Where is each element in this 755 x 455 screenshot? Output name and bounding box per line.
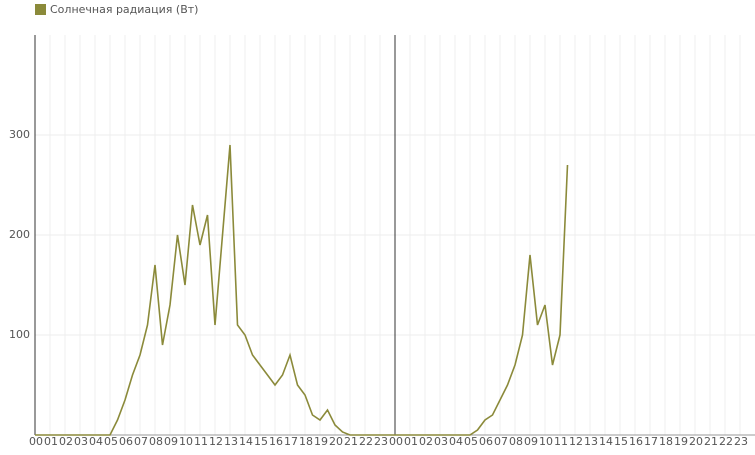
- x-tick-label: 01: [44, 435, 58, 448]
- x-tick-label: 17: [644, 435, 658, 448]
- x-tick-label: 11: [554, 435, 568, 448]
- x-tick-label: 18: [659, 435, 673, 448]
- x-tick-label: 11: [194, 435, 208, 448]
- x-tick-label: 22: [719, 435, 733, 448]
- x-tick-label: 20: [329, 435, 343, 448]
- x-tick-label: 04: [449, 435, 463, 448]
- legend-swatch: [35, 4, 46, 15]
- x-tick-label: 02: [59, 435, 73, 448]
- x-tick-label: 19: [674, 435, 688, 448]
- x-tick-label: 23: [374, 435, 388, 448]
- x-tick-label: 00: [389, 435, 403, 448]
- x-tick-label: 00: [29, 435, 43, 448]
- x-tick-label: 16: [629, 435, 643, 448]
- x-tick-label: 13: [584, 435, 598, 448]
- series-line: [35, 144, 569, 436]
- x-tick-label: 13: [224, 435, 238, 448]
- x-tick-label: 16: [269, 435, 283, 448]
- x-tick-label: 04: [89, 435, 103, 448]
- legend-label: Солнечная радиация (Вт): [50, 3, 198, 16]
- x-tick-label: 17: [284, 435, 298, 448]
- y-tick-label: 300: [9, 128, 30, 141]
- x-tick-label: 21: [344, 435, 358, 448]
- x-tick-label: 02: [419, 435, 433, 448]
- x-tick-label: 03: [74, 435, 88, 448]
- x-tick-label: 15: [254, 435, 268, 448]
- x-tick-label: 07: [494, 435, 508, 448]
- x-tick-label: 23: [734, 435, 748, 448]
- x-tick-label: 07: [134, 435, 148, 448]
- y-tick-label: 200: [9, 228, 30, 241]
- x-tick-label: 10: [179, 435, 193, 448]
- x-tick-label: 05: [464, 435, 478, 448]
- x-tick-label: 05: [104, 435, 118, 448]
- x-tick-label: 19: [314, 435, 328, 448]
- x-tick-label: 15: [614, 435, 628, 448]
- x-tick-label: 20: [689, 435, 703, 448]
- x-tick-label: 09: [524, 435, 538, 448]
- x-tick-label: 09: [164, 435, 178, 448]
- x-tick-label: 12: [569, 435, 583, 448]
- x-tick-label: 10: [539, 435, 553, 448]
- x-tick-label: 06: [119, 435, 133, 448]
- x-tick-label: 03: [434, 435, 448, 448]
- x-tick-label: 06: [479, 435, 493, 448]
- x-tick-label: 08: [509, 435, 523, 448]
- x-tick-label: 22: [359, 435, 373, 448]
- x-tick-label: 12: [209, 435, 223, 448]
- x-tick-label: 21: [704, 435, 718, 448]
- x-tick-label: 14: [599, 435, 613, 448]
- x-tick-label: 18: [299, 435, 313, 448]
- x-tick-label: 14: [239, 435, 253, 448]
- x-tick-label: 01: [404, 435, 418, 448]
- y-tick-label: 100: [9, 328, 30, 341]
- x-tick-label: 08: [149, 435, 163, 448]
